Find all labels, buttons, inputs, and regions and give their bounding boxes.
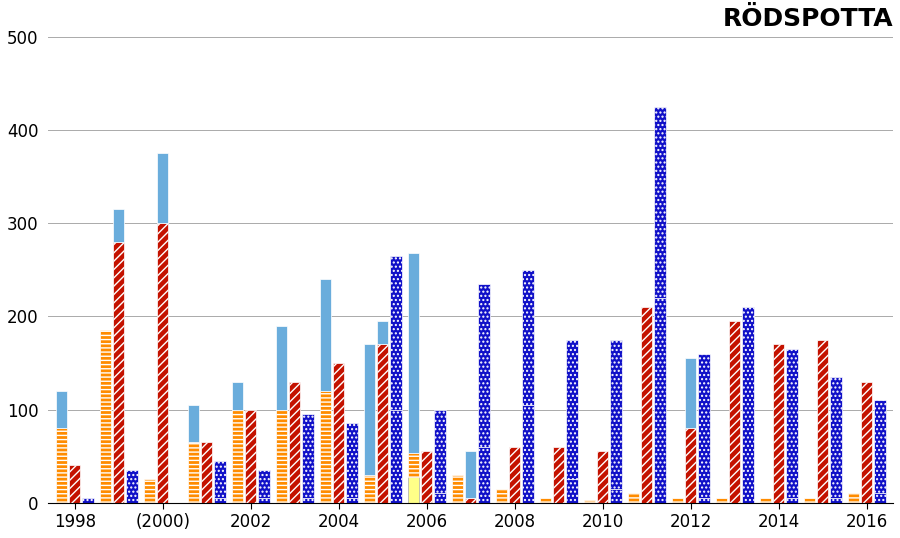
Bar (390, 409, 401, 502)
Bar (214, 461, 226, 498)
Bar (654, 298, 666, 502)
Bar (804, 498, 815, 502)
Bar (478, 284, 490, 447)
Bar (553, 447, 564, 502)
Bar (817, 339, 829, 502)
Bar (434, 493, 446, 502)
Bar (685, 358, 697, 428)
Bar (698, 353, 710, 498)
Bar (830, 498, 842, 502)
Bar (540, 498, 552, 502)
Bar (408, 477, 419, 502)
Bar (377, 321, 389, 344)
Bar (522, 405, 534, 502)
Bar (82, 498, 94, 502)
Bar (874, 400, 886, 493)
Bar (56, 391, 68, 428)
Bar (100, 330, 112, 502)
Bar (465, 451, 476, 498)
Bar (566, 339, 578, 479)
Bar (773, 344, 785, 502)
Bar (157, 223, 168, 502)
Bar (610, 489, 622, 502)
Bar (231, 409, 243, 502)
Bar (364, 475, 375, 502)
Bar (508, 447, 520, 502)
Bar (848, 493, 860, 502)
Bar (346, 423, 357, 498)
Bar (786, 349, 797, 498)
Bar (685, 428, 697, 502)
Bar (408, 454, 419, 477)
Bar (390, 256, 401, 409)
Bar (201, 442, 212, 502)
Bar (258, 498, 270, 502)
Bar (377, 344, 389, 502)
Bar (56, 428, 68, 502)
Bar (627, 493, 639, 502)
Bar (830, 377, 842, 498)
Text: RÖDSPOTTA: RÖDSPOTTA (723, 7, 893, 31)
Bar (566, 479, 578, 502)
Bar (729, 321, 741, 502)
Bar (641, 307, 652, 502)
Bar (112, 209, 124, 242)
Bar (346, 498, 357, 502)
Bar (320, 391, 331, 502)
Bar (231, 381, 243, 409)
Bar (597, 451, 608, 502)
Bar (214, 498, 226, 502)
Bar (69, 465, 80, 502)
Bar (434, 409, 446, 493)
Bar (302, 498, 314, 502)
Bar (698, 498, 710, 502)
Bar (716, 498, 727, 502)
Bar (188, 405, 199, 442)
Bar (275, 325, 287, 409)
Bar (112, 242, 124, 502)
Bar (496, 489, 508, 502)
Bar (786, 498, 797, 502)
Bar (654, 107, 666, 298)
Bar (760, 498, 771, 502)
Bar (610, 339, 622, 489)
Bar (465, 498, 476, 502)
Bar (522, 270, 534, 405)
Bar (188, 442, 199, 502)
Bar (421, 451, 433, 502)
Bar (258, 470, 270, 498)
Bar (860, 381, 872, 502)
Bar (320, 279, 331, 391)
Bar (126, 470, 138, 502)
Bar (275, 409, 287, 502)
Bar (742, 307, 753, 502)
Bar (478, 447, 490, 502)
Bar (452, 475, 464, 502)
Bar (289, 381, 301, 502)
Bar (157, 153, 168, 223)
Bar (364, 344, 375, 475)
Bar (584, 500, 595, 502)
Bar (874, 493, 886, 502)
Bar (302, 414, 314, 498)
Bar (333, 363, 345, 502)
Bar (671, 498, 683, 502)
Bar (144, 479, 156, 502)
Bar (408, 253, 419, 454)
Bar (245, 409, 256, 502)
